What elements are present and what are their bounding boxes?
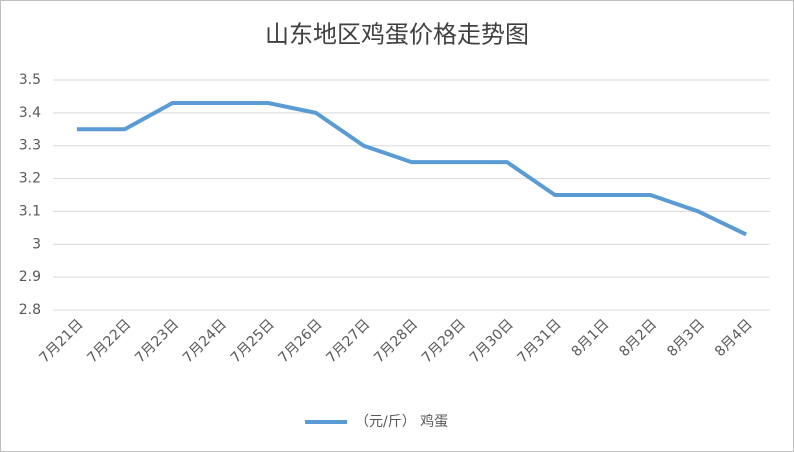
y-tick-label: 2.8 [19, 302, 41, 318]
y-tick-label: 3 [32, 236, 41, 252]
chart-title: 山东地区鸡蛋价格走势图 [265, 21, 529, 49]
y-tick-label: 3.1 [19, 203, 41, 219]
y-tick-label: 3.3 [19, 138, 41, 154]
y-tick-label: 3.2 [19, 171, 41, 187]
y-tick-label: 3.5 [19, 72, 41, 88]
y-tick-label: 2.9 [19, 269, 41, 285]
legend-label: （元/斤） 鸡蛋 [355, 413, 448, 430]
y-tick-label: 3.4 [19, 105, 41, 121]
line [76, 101, 747, 237]
